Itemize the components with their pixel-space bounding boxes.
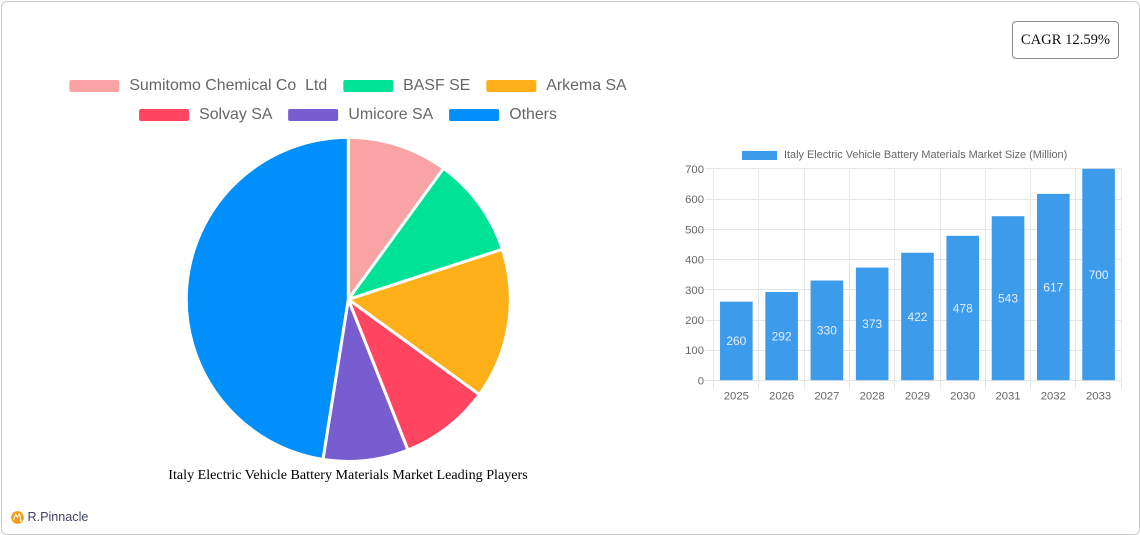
svg-text:260: 260 bbox=[726, 334, 746, 348]
svg-text:2030: 2030 bbox=[950, 390, 975, 402]
svg-text:700: 700 bbox=[1089, 268, 1109, 282]
svg-text:500: 500 bbox=[685, 224, 704, 236]
svg-text:2029: 2029 bbox=[905, 390, 930, 402]
svg-text:600: 600 bbox=[685, 194, 704, 206]
svg-text:2027: 2027 bbox=[814, 390, 839, 402]
svg-text:100: 100 bbox=[685, 345, 704, 357]
svg-text:617: 617 bbox=[1043, 280, 1063, 294]
svg-text:478: 478 bbox=[953, 301, 973, 315]
svg-text:2025: 2025 bbox=[724, 390, 749, 402]
svg-text:2032: 2032 bbox=[1041, 390, 1066, 402]
svg-text:330: 330 bbox=[817, 324, 837, 338]
svg-text:2026: 2026 bbox=[769, 390, 794, 402]
svg-text:292: 292 bbox=[772, 329, 792, 343]
svg-text:0: 0 bbox=[698, 375, 704, 387]
svg-text:300: 300 bbox=[685, 285, 704, 297]
svg-text:2028: 2028 bbox=[860, 390, 885, 402]
svg-text:2033: 2033 bbox=[1086, 390, 1111, 402]
svg-text:543: 543 bbox=[998, 292, 1018, 306]
svg-text:700: 700 bbox=[685, 164, 704, 176]
svg-text:373: 373 bbox=[862, 317, 882, 331]
svg-text:200: 200 bbox=[685, 315, 704, 327]
svg-text:400: 400 bbox=[685, 255, 704, 267]
svg-text:422: 422 bbox=[907, 310, 927, 324]
svg-text:2031: 2031 bbox=[995, 390, 1020, 402]
